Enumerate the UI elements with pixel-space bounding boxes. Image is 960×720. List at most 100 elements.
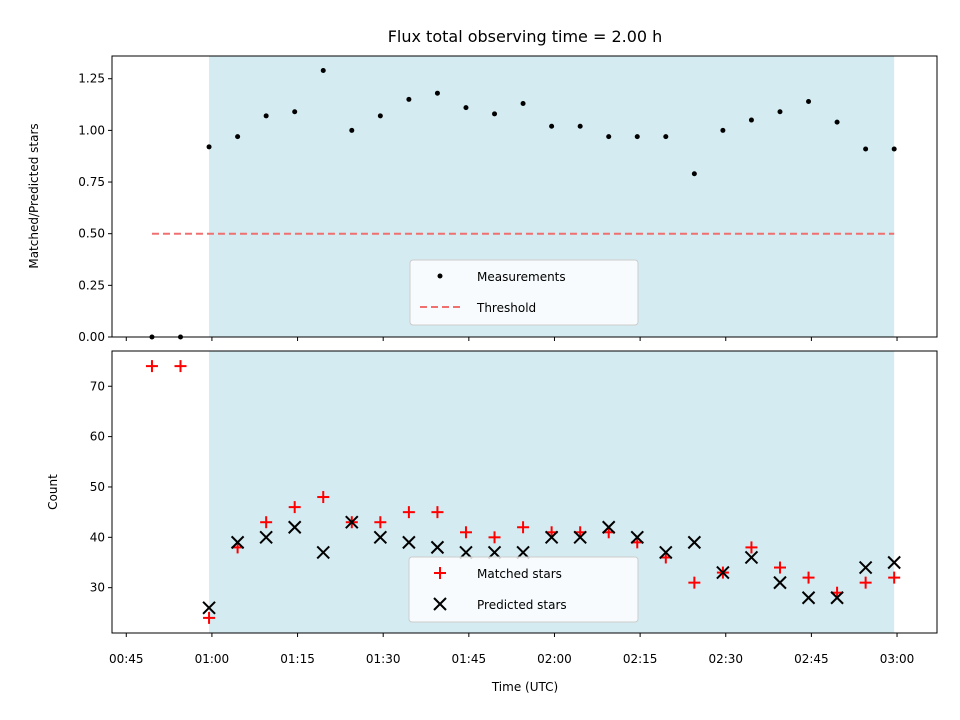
time-x-tick-label: 01:15 (280, 652, 315, 666)
matched-star-point (459, 526, 472, 539)
predicted-star-point (287, 520, 302, 534)
predicted-star-point (202, 601, 216, 615)
time-x-tick-label: 02:30 (708, 652, 743, 666)
legend-measurements-marker (437, 273, 443, 279)
matched-star-point (745, 541, 758, 554)
measurement-point (891, 146, 897, 152)
measurement-point (691, 171, 697, 177)
matched-star-point (145, 360, 158, 373)
measurement-point (349, 127, 355, 133)
predicted-star-point (544, 530, 559, 545)
count-panel: 30 40 50 60 70 00:45 01:00 01:15 01:30 01:45 02:0… (46, 350, 938, 694)
count-y-tick-label: 70 (90, 379, 105, 393)
measurement-point (549, 123, 555, 129)
predicted-star-point (430, 540, 445, 555)
legend-threshold-label: Threshold (476, 301, 536, 315)
matched-star-point (288, 501, 301, 514)
measurement-point (434, 90, 440, 96)
ratio-y-tick-label: 1.25 (78, 72, 105, 86)
predicted-star-point (373, 530, 388, 545)
predicted-star-point (744, 550, 759, 565)
predicted-star-point (487, 545, 502, 560)
count-panel-frame (111, 350, 938, 634)
predicted-star-point (602, 520, 616, 534)
predicted-star-point (230, 535, 245, 550)
count-y-tick-label: 30 (90, 581, 105, 595)
measurement-point (720, 127, 726, 133)
matched-star-point (488, 531, 501, 544)
predicted-star-point (716, 565, 730, 580)
predicted-star-point (345, 515, 359, 529)
time-x-tick-label: 02:45 (794, 652, 829, 666)
matched-star-point (773, 561, 786, 574)
matched-star-point (517, 521, 530, 534)
ratio-y-tick-label: 1.00 (78, 123, 105, 137)
measurement-point (492, 111, 498, 117)
matched-star-point (688, 576, 701, 589)
measurement-point (235, 134, 241, 140)
count-y-tick-label: 50 (90, 480, 105, 494)
time-x-tick-label: 01:45 (452, 652, 487, 666)
predicted-star-point (687, 535, 702, 550)
predicted-star-point (801, 591, 816, 605)
time-x-axis-label: Time (UTC) (491, 680, 558, 694)
ratio-y-tick-label: 0.25 (78, 278, 105, 292)
legend-predicted-label: Predicted stars (477, 598, 567, 612)
matched-star-point (888, 571, 901, 584)
measurement-point (206, 144, 212, 150)
measurement-point (806, 98, 812, 104)
predicted-star-point (516, 545, 530, 560)
matched-star-point (859, 576, 872, 589)
predicted-star-point (858, 560, 873, 575)
predicted-star-point (659, 545, 673, 560)
predicted-star-point (773, 575, 787, 590)
matched-star-point (317, 491, 330, 504)
ratio-y-tick-label: 0.50 (78, 227, 105, 241)
measurement-point (292, 109, 298, 115)
predicted-star-point (830, 591, 844, 605)
measurement-point (834, 119, 840, 125)
matched-star-point (431, 506, 444, 519)
matched-star-points (145, 360, 901, 624)
measurement-point (520, 101, 526, 107)
measurement-point (777, 109, 783, 115)
count-x-ticks: 00:45 01:00 01:15 01:30 01:45 02:00 02:15 02:30… (109, 633, 914, 666)
ratio-panel: 0.00 0.25 0.50 0.75 1.00 1.25 Matched/Predict… (27, 55, 938, 344)
predicted-star-point (459, 545, 473, 560)
measurement-point (863, 146, 869, 152)
time-x-tick-label: 00:45 (109, 652, 144, 666)
ratio-legend: Measurements Threshold (409, 259, 639, 326)
matched-star-point (203, 611, 216, 624)
legend-measurements-label: Measurements (477, 270, 566, 284)
matched-star-point (260, 516, 273, 529)
count-y-tick-label: 40 (90, 530, 105, 544)
predicted-star-point (402, 535, 416, 550)
matched-star-point (174, 360, 187, 373)
measurement-point (748, 117, 754, 123)
measurement-point (663, 134, 669, 140)
measurement-point (263, 113, 269, 119)
matched-star-point (374, 516, 387, 529)
ratio-y-tick-label: 0.00 (78, 330, 105, 344)
measurement-points (149, 67, 897, 340)
measurement-point (406, 96, 412, 102)
predicted-star-point (630, 530, 644, 545)
matched-star-point (402, 506, 415, 519)
measurement-point (320, 67, 326, 73)
predicted-star-point (887, 555, 901, 570)
ratio-y-axis-label: Matched/Predicted stars (27, 123, 41, 268)
count-y-ticks: 30 40 50 60 70 (90, 379, 112, 595)
ratio-y-ticks: 0.00 0.25 0.50 0.75 1.00 1.25 (78, 72, 112, 344)
measurement-point (377, 113, 383, 119)
ratio-x-ticks (125, 337, 898, 341)
measurement-point (634, 134, 640, 140)
ratio-panel-frame (111, 55, 938, 338)
time-x-tick-label: 03:00 (880, 652, 915, 666)
measurement-point (463, 105, 469, 111)
count-y-tick-label: 60 (90, 430, 105, 444)
predicted-star-point (259, 530, 273, 545)
predicted-star-point (573, 530, 587, 545)
measurement-point (606, 134, 612, 140)
count-y-axis-label: Count (46, 474, 60, 510)
legend-matched-marker (434, 567, 446, 579)
